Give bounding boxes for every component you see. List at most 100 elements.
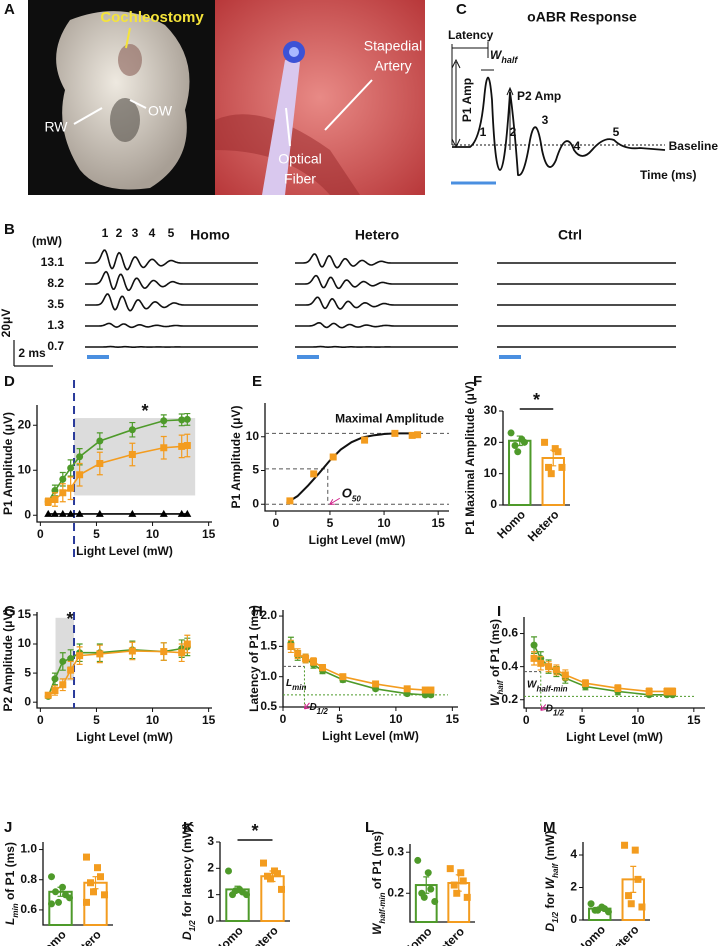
x-tick-label: 15 <box>202 713 216 727</box>
y-tick-label: 0.6 <box>20 902 37 916</box>
scale-bar <box>13 340 53 367</box>
point <box>178 649 186 657</box>
x-tick-label: 0 <box>37 527 44 541</box>
panel-label: F <box>473 373 482 390</box>
point <box>286 497 294 505</box>
x-tick-label: 10 <box>146 527 160 541</box>
y-tick-label: 30 <box>484 403 498 417</box>
point <box>128 647 136 655</box>
point <box>547 470 555 478</box>
point <box>372 680 380 688</box>
y-axis-label-part: of P1 (ms) <box>3 842 17 903</box>
y-tick-label: 1.5 <box>260 639 277 653</box>
y-tick-label: 0.2 <box>387 885 404 899</box>
point <box>414 856 422 864</box>
guide-label-part: 1/2 <box>317 706 329 715</box>
point <box>128 426 136 434</box>
trace <box>85 249 258 271</box>
x-axis-label: Light Level (mW) <box>76 730 173 744</box>
point <box>561 671 569 679</box>
y-tick-label: 15 <box>18 607 32 621</box>
point <box>427 885 435 893</box>
y-tick-label: 0.6 <box>501 626 518 640</box>
peak-label: 5 <box>613 125 620 139</box>
point <box>51 496 59 503</box>
x-tick-label: 5 <box>327 516 334 530</box>
point <box>541 438 549 446</box>
y-axis-label: Lmin of P1 (ms) <box>3 842 19 925</box>
axis <box>523 617 705 709</box>
peak-label: 1 <box>102 226 109 240</box>
point <box>51 687 59 695</box>
point <box>87 879 94 887</box>
label-ow: OW <box>148 103 173 119</box>
point <box>94 864 101 872</box>
y-tick-label: 3 <box>207 834 214 848</box>
x-tick-label: 0 <box>37 713 44 727</box>
label-fiber: Fiber <box>284 171 316 187</box>
point <box>621 841 629 849</box>
x-tick-label: Homo <box>401 924 435 946</box>
point <box>424 869 432 877</box>
y-axis-label: D1/2 for latency (mW) <box>180 823 196 940</box>
level-label: 13.1 <box>41 255 65 269</box>
y-axis-label-part: 1/2 <box>188 920 197 932</box>
point <box>67 464 75 472</box>
peak-label: 2 <box>510 125 517 139</box>
point <box>294 650 302 658</box>
level-label: 0.7 <box>47 339 64 353</box>
point <box>48 900 55 908</box>
x-tick-label: 15 <box>446 712 460 726</box>
point <box>408 431 416 439</box>
point <box>450 881 458 889</box>
y-tick-label: 4 <box>570 847 577 861</box>
guide-label-part: L <box>286 678 292 689</box>
point <box>361 436 369 444</box>
y-axis-label: Latency of P1 (ms) <box>247 605 261 712</box>
point <box>274 870 281 878</box>
y-tick-label: 1.0 <box>260 669 277 683</box>
point <box>183 415 191 423</box>
bar <box>260 875 285 923</box>
y-tick-label: 0 <box>570 912 577 926</box>
y-axis-label: D1/2 for Whalf (mW) <box>543 830 559 931</box>
panel-label: M <box>543 819 556 836</box>
x-tick-label: Hetero <box>67 927 104 946</box>
point <box>614 684 622 692</box>
y-axis-label-part: for <box>543 889 557 912</box>
line <box>47 643 188 696</box>
arrow <box>303 702 310 710</box>
point <box>67 655 75 663</box>
peak-label: 3 <box>542 113 549 127</box>
axis <box>264 403 449 512</box>
point <box>604 908 612 916</box>
point <box>67 484 75 492</box>
y-tick-label: 5 <box>24 665 31 679</box>
annotation: Maximal Amplitude <box>335 412 444 426</box>
point <box>278 885 285 893</box>
x-tick-label: 15 <box>202 527 216 541</box>
point <box>558 463 566 471</box>
axis <box>36 405 212 523</box>
x-tick-label: 15 <box>687 713 701 727</box>
y-axis-label-part: W <box>370 922 384 935</box>
point <box>552 666 560 674</box>
y-tick-label: 0 <box>252 496 259 510</box>
point <box>453 889 461 897</box>
peak-label: 3 <box>132 226 139 240</box>
label-cochleostomy: Cochleostomy <box>100 9 204 26</box>
label-fiber: Optical <box>278 151 322 167</box>
point <box>581 679 589 687</box>
guide-label: D1/2 <box>309 702 328 716</box>
point <box>645 687 653 695</box>
point <box>638 903 646 911</box>
label-p2amp: P2 Amp <box>517 89 561 103</box>
level-label: 3.5 <box>47 297 64 311</box>
trace <box>295 274 458 290</box>
point <box>520 438 528 446</box>
schematic <box>451 42 666 185</box>
guide-label: D1/2 <box>546 703 565 717</box>
y-tick-label: 2 <box>207 861 214 875</box>
point <box>530 641 538 649</box>
point <box>76 471 84 479</box>
